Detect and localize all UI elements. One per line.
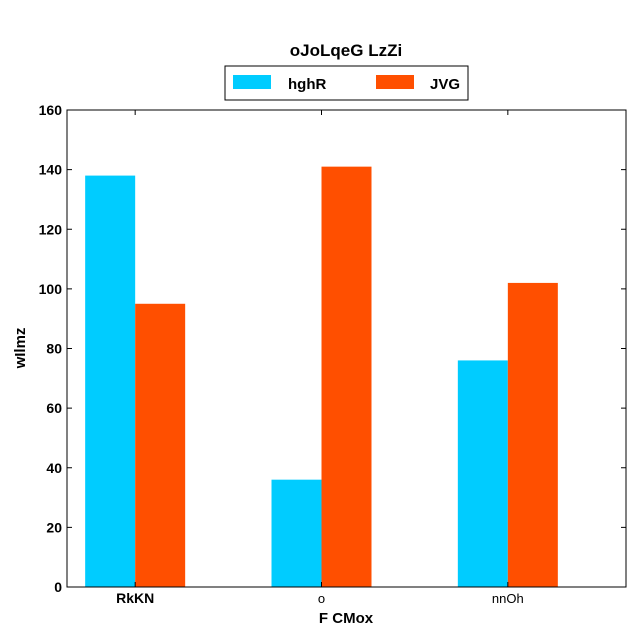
legend: hghR JVG: [224, 65, 469, 101]
legend-label-hghR: hghR: [288, 76, 326, 93]
x-tick-label: o: [318, 591, 325, 606]
bars: [85, 166, 558, 588]
bar-hghR-nnOh: [457, 360, 508, 587]
x-axis: RkKN o nnOh: [66, 109, 627, 606]
legend-swatch-JVG: [376, 75, 414, 89]
y-tick-label: 20: [46, 519, 62, 535]
x-tick-label: nnOh: [492, 591, 524, 606]
chart-title: oJoLqeG LzZi: [290, 41, 402, 60]
y-tick-label: 100: [39, 281, 63, 297]
y-axis: 0 20 40 60 80 100 120 140 160: [39, 102, 626, 595]
y-tick-label: 160: [39, 102, 63, 118]
y-tick-label: 60: [46, 400, 62, 416]
y-axis-label: wIlmz: [12, 328, 29, 370]
plot-frame: [66, 109, 627, 588]
y-tick-label: 80: [46, 341, 62, 357]
legend-label-JVG: JVG: [430, 76, 460, 93]
bar-JVG-RkKN: [135, 303, 186, 587]
y-tick-label: 140: [39, 162, 63, 178]
bar-hghR-o: [271, 479, 322, 587]
bar-JVG-nnOh: [507, 282, 558, 587]
y-tick-label: 40: [46, 460, 62, 476]
x-tick-label: RkKN: [116, 590, 154, 606]
y-tick-label: 120: [39, 221, 63, 237]
y-tick-label: 0: [54, 579, 62, 595]
x-axis-label: F CMox: [319, 610, 374, 627]
bar-JVG-o: [321, 166, 372, 588]
bar-hghR-RkKN: [85, 175, 136, 587]
legend-swatch-hghR: [233, 75, 271, 89]
